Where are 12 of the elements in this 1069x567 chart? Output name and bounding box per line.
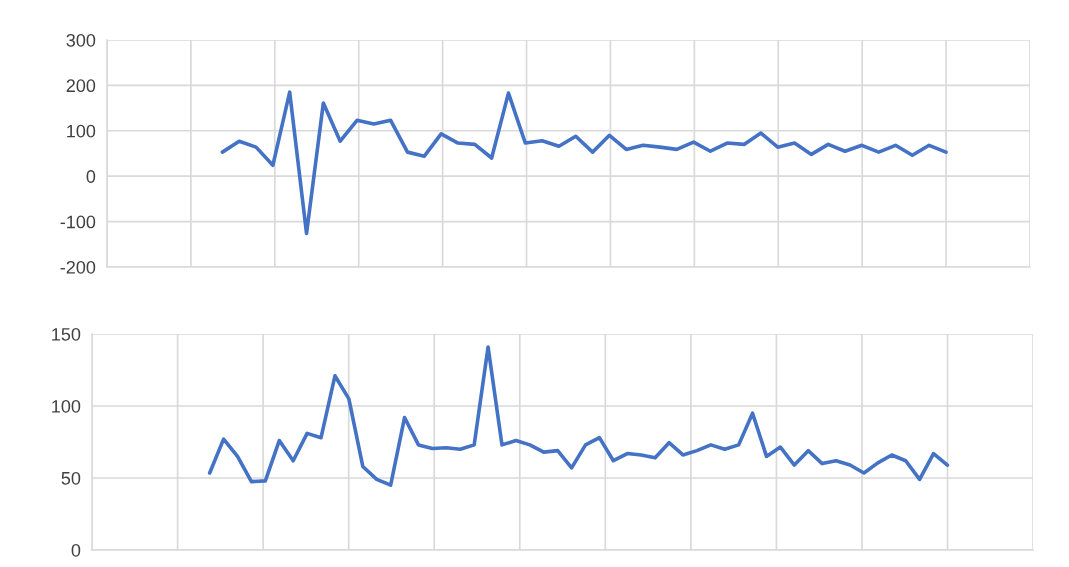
y-tick-label: 100 — [67, 124, 96, 138]
line-series — [207, 345, 950, 488]
y-tick-label: -100 — [60, 215, 96, 229]
y-tick-label: 150 — [52, 327, 81, 341]
y-tick-label: -200 — [60, 260, 96, 274]
y-tick-label: 300 — [66, 33, 96, 47]
y-tick-label: 0 — [86, 170, 96, 183]
y-tick-label: 100 — [52, 399, 81, 413]
y-tick-label: 50 — [61, 471, 81, 485]
y-tick-label: 200 — [66, 79, 96, 93]
line-series — [220, 90, 948, 236]
y-tick-label: 0 — [71, 543, 81, 557]
